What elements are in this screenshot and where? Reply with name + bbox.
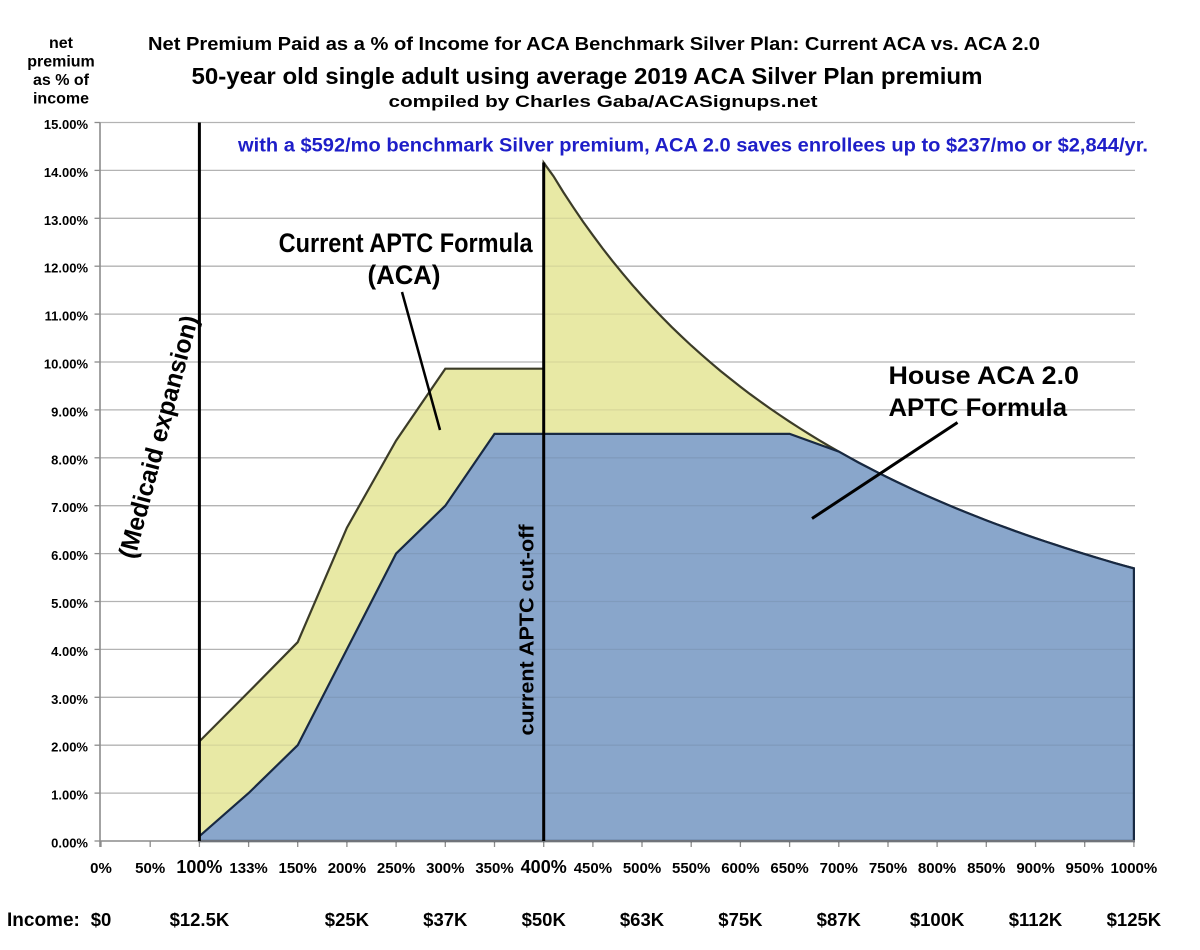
svg-text:5.00%: 5.00% xyxy=(51,596,88,611)
svg-text:House ACA 2.0: House ACA 2.0 xyxy=(889,362,1080,390)
svg-text:10.00%: 10.00% xyxy=(44,357,89,372)
svg-text:$100K: $100K xyxy=(910,909,965,930)
svg-text:APTC Formula: APTC Formula xyxy=(889,394,1069,422)
svg-text:9.00%: 9.00% xyxy=(51,404,88,419)
svg-text:$112K: $112K xyxy=(1009,909,1063,930)
svg-text:0.00%: 0.00% xyxy=(51,836,88,851)
svg-text:(ACA): (ACA) xyxy=(368,260,441,290)
svg-text:with a $592/mo benchmark Silve: with a $592/mo benchmark Silver premium,… xyxy=(237,135,1148,157)
svg-text:1.00%: 1.00% xyxy=(51,788,88,803)
svg-text:250%: 250% xyxy=(377,860,415,877)
svg-text:$50K: $50K xyxy=(522,909,567,930)
svg-text:$75K: $75K xyxy=(718,909,763,930)
svg-text:50%: 50% xyxy=(135,860,165,877)
svg-text:Net Premium Paid as a % of Inc: Net Premium Paid as a % of Income for AC… xyxy=(148,34,1040,54)
svg-text:$37K: $37K xyxy=(423,909,468,930)
svg-text:400%: 400% xyxy=(521,857,567,877)
svg-text:550%: 550% xyxy=(672,860,710,877)
svg-text:100%: 100% xyxy=(176,857,222,877)
svg-text:133%: 133% xyxy=(229,860,267,877)
svg-text:Income:: Income: xyxy=(7,910,80,931)
svg-text:7.00%: 7.00% xyxy=(51,500,88,515)
svg-text:compiled by Charles Gaba/ACASi: compiled by Charles Gaba/ACASignups.net xyxy=(389,92,818,111)
svg-text:700%: 700% xyxy=(820,860,858,877)
svg-text:500%: 500% xyxy=(623,860,661,877)
svg-text:450%: 450% xyxy=(574,860,612,877)
svg-text:$0: $0 xyxy=(91,909,112,930)
svg-text:current APTC cut-off: current APTC cut-off xyxy=(517,524,539,735)
svg-text:350%: 350% xyxy=(475,860,513,877)
svg-text:net: net xyxy=(49,35,74,52)
svg-text:12.00%: 12.00% xyxy=(44,261,89,276)
svg-text:8.00%: 8.00% xyxy=(51,452,88,467)
svg-text:income: income xyxy=(33,91,89,108)
svg-text:200%: 200% xyxy=(328,860,366,877)
svg-text:$63K: $63K xyxy=(620,909,665,930)
svg-text:800%: 800% xyxy=(918,860,956,877)
svg-text:$87K: $87K xyxy=(817,909,862,930)
svg-text:6.00%: 6.00% xyxy=(51,548,88,563)
svg-text:$12.5K: $12.5K xyxy=(170,909,230,930)
svg-text:300%: 300% xyxy=(426,860,464,877)
svg-text:0%: 0% xyxy=(90,860,112,877)
svg-text:14.00%: 14.00% xyxy=(44,165,89,180)
svg-text:150%: 150% xyxy=(279,860,317,877)
svg-text:$125K: $125K xyxy=(1107,909,1162,930)
svg-text:Current APTC Formula: Current APTC Formula xyxy=(279,228,534,258)
svg-text:4.00%: 4.00% xyxy=(51,644,88,659)
svg-text:3.00%: 3.00% xyxy=(51,692,88,707)
svg-text:2.00%: 2.00% xyxy=(51,740,88,755)
svg-text:13.00%: 13.00% xyxy=(44,213,89,228)
svg-text:premium: premium xyxy=(27,54,95,71)
svg-text:650%: 650% xyxy=(770,860,808,877)
svg-text:$25K: $25K xyxy=(325,909,370,930)
svg-text:850%: 850% xyxy=(967,860,1005,877)
svg-text:750%: 750% xyxy=(869,860,907,877)
svg-text:15.00%: 15.00% xyxy=(44,117,89,132)
svg-text:as % of: as % of xyxy=(33,72,90,89)
svg-text:900%: 900% xyxy=(1016,860,1054,877)
svg-text:600%: 600% xyxy=(721,860,759,877)
svg-text:50-year old single adult using: 50-year old single adult using average 2… xyxy=(192,63,983,89)
svg-text:1000%: 1000% xyxy=(1111,860,1158,877)
svg-text:950%: 950% xyxy=(1066,860,1104,877)
svg-text:11.00%: 11.00% xyxy=(45,309,89,324)
